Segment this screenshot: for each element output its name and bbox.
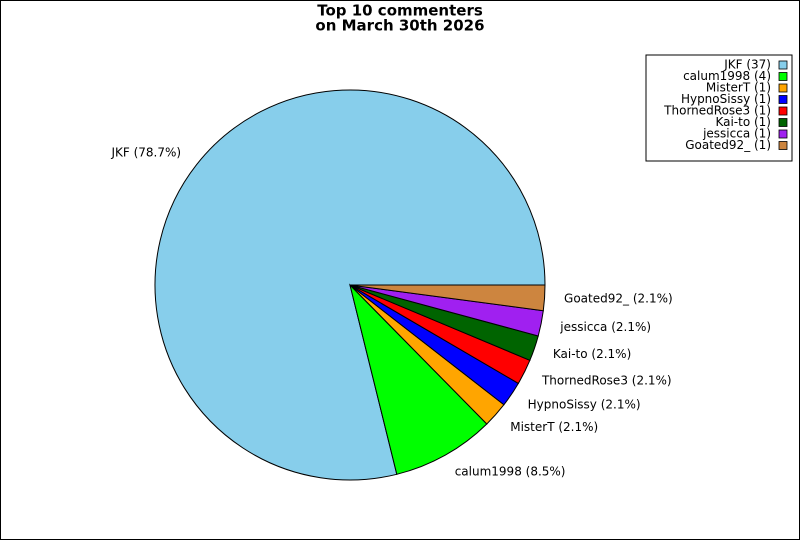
legend-label: Goated92_ (1): [685, 138, 771, 152]
legend-swatch: [778, 106, 788, 116]
pie-slice: [349, 284, 546, 312]
slice-label: HypnoSissy (2.1%): [528, 398, 641, 412]
legend-swatch: [778, 95, 788, 104]
pie-slice: [154, 89, 546, 481]
legend-label: ThornedRose3 (1): [663, 104, 771, 118]
legend-swatch: [778, 72, 788, 81]
legend-label: Kai-to (1): [715, 115, 771, 129]
legend-label: HypnoSissy (1): [681, 92, 771, 106]
legend-swatch: [778, 141, 788, 150]
legend-label: JKF (37): [723, 58, 771, 72]
chart-title: on March 30th 2026: [315, 17, 484, 35]
slice-label: jessicca (2.1%): [559, 320, 651, 334]
legend-box: [645, 54, 793, 162]
legend-swatch: [778, 60, 788, 70]
slice-label: Kai-to (2.1%): [553, 347, 631, 361]
legend-label: jessicca (1): [702, 127, 771, 141]
legend-label: calum1998 (4): [683, 69, 771, 83]
legend-swatch: [778, 129, 788, 139]
slice-label: calum1998 (8.5%): [455, 465, 566, 479]
slice-label: JKF (78.7%): [110, 145, 181, 159]
chart-title: Top 10 commenters: [317, 2, 483, 20]
legend-swatch: [778, 83, 788, 93]
legend-swatch: [778, 118, 788, 127]
slice-label: MisterT (2.1%): [510, 420, 598, 434]
slice-label: Goated92_ (2.1%): [564, 292, 673, 306]
slice-label: ThornedRose3 (2.1%): [541, 373, 672, 387]
legend-label: MisterT (1): [706, 81, 771, 95]
pie-slice: [349, 283, 488, 475]
